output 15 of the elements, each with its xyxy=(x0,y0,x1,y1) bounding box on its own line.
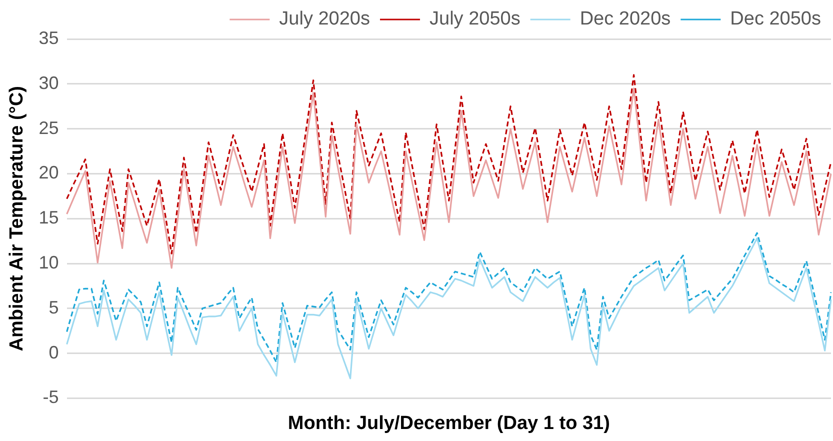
legend-label: Dec 2050s xyxy=(730,8,822,30)
y-tick-label: 35 xyxy=(38,28,59,48)
y-tick-label: 20 xyxy=(38,162,59,183)
x-axis-title: Month: July/December (Day 1 to 31) xyxy=(288,412,610,434)
y-tick-label: 0 xyxy=(48,342,59,362)
y-tick-label: 10 xyxy=(38,252,59,272)
legend-label: Dec 2020s xyxy=(580,8,671,30)
legend-label: July 2020s xyxy=(279,8,370,30)
y-tick-label: 15 xyxy=(38,208,59,228)
y-tick-label: 25 xyxy=(38,118,59,138)
y-tick-label: -5 xyxy=(42,387,59,408)
y-tick-label: 30 xyxy=(38,72,59,93)
y-axis-title: Ambient Air Temperature (°C) xyxy=(6,86,28,352)
legend-label: July 2050s xyxy=(429,8,520,30)
y-tick-label: 5 xyxy=(48,297,59,318)
